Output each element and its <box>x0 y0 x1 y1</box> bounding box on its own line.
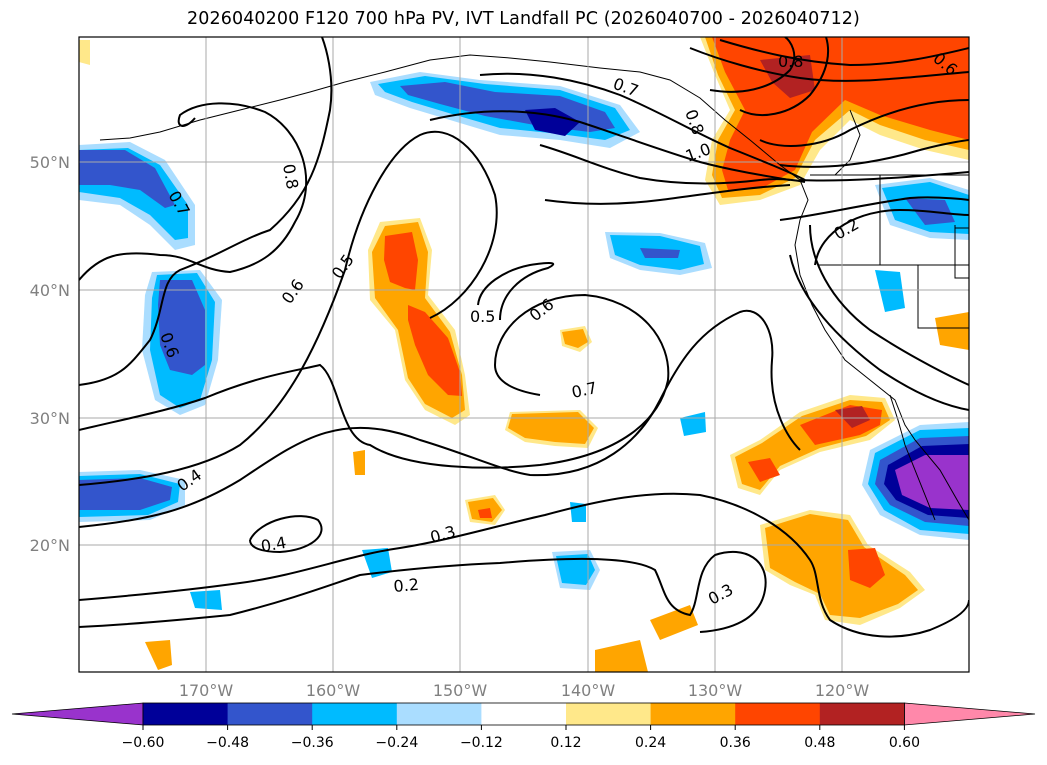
colorbar-segment <box>312 703 398 725</box>
lon-label-130w: 130°W <box>688 681 743 700</box>
colorbar-segment <box>566 703 652 725</box>
colorbar-tick-label: −0.36 <box>291 735 334 751</box>
plot-frame <box>78 36 970 673</box>
colorbar-segment <box>481 703 567 725</box>
contour-lines <box>79 37 969 638</box>
colorbar-tick-label: −0.24 <box>375 735 418 751</box>
map-title: 2026040200 F120 700 hPa PV, IVT Landfall… <box>187 9 860 29</box>
contour-label: 0.5 <box>470 307 495 326</box>
plot-area: 0.8 0.7 0.6 0.5 0.6 0.5 0.6 0.7 0.4 0.4 … <box>79 37 969 672</box>
lat-label-50n: 50°N <box>30 153 70 172</box>
lon-label-140w: 140°W <box>561 681 616 700</box>
colorbar-tick-label: 0.36 <box>720 735 751 751</box>
lon-label-160w: 160°W <box>306 681 361 700</box>
contour-label: 0.4 <box>259 533 287 556</box>
contour-label: 0.8 <box>279 162 302 190</box>
colorbar-extend-high <box>904 702 1036 726</box>
lat-label-40n: 40°N <box>30 281 70 300</box>
colorbar-segment <box>396 703 482 725</box>
colorbar-segment <box>143 703 229 725</box>
lat-label-30n: 30°N <box>30 409 70 428</box>
colorbar-extend-low <box>11 702 144 726</box>
contour-label: 0.8 <box>778 52 803 71</box>
contour-label: 0.2 <box>393 575 420 596</box>
colorbar-frame <box>142 702 905 726</box>
colorbar-segment <box>227 703 313 725</box>
colorbar-tick-label: −0.60 <box>122 735 165 751</box>
longitude-labels: 170°W 160°W 150°W 140°W 130°W 120°W <box>179 681 870 700</box>
lat-label-20n: 20°N <box>30 536 70 555</box>
colorbar: −0.60 −0.48 −0.36 −0.24 −0.12 0.12 0.24 0.36 0.4… <box>11 702 1036 751</box>
contour-label: 0.7 <box>570 378 599 402</box>
colorbar-tick-label: 0.60 <box>889 735 920 751</box>
colorbar-tick-label: 0.24 <box>635 735 666 751</box>
lon-label-170w: 170°W <box>179 681 234 700</box>
colorbar-tick-label: 0.48 <box>804 735 835 751</box>
colorbar-segment <box>735 703 821 725</box>
colorbar-tick-label: −0.12 <box>460 735 503 751</box>
colorbar-tick-label: −0.48 <box>206 735 249 751</box>
colorbar-segment <box>819 703 905 725</box>
colorbar-tick-label: 0.12 <box>550 735 581 751</box>
lon-label-120w: 120°W <box>815 681 870 700</box>
colorbar-segment <box>650 703 736 725</box>
latitude-labels: 50°N 40°N 30°N 20°N <box>30 153 70 555</box>
lon-label-150w: 150°W <box>433 681 488 700</box>
